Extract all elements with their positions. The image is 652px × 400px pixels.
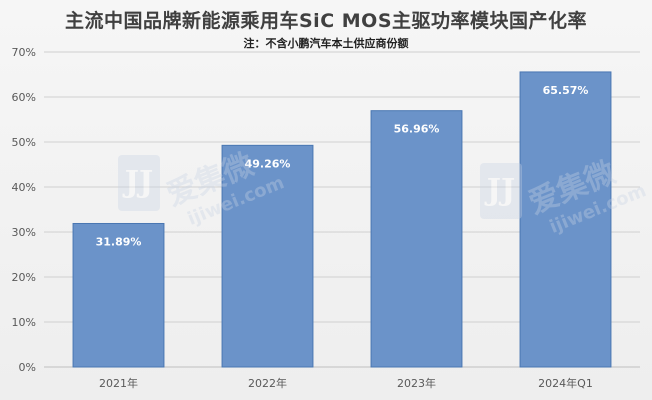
data-label: 56.96%	[394, 123, 440, 136]
data-label: 31.89%	[96, 235, 142, 248]
y-tick-label: 50%	[12, 136, 36, 149]
bar	[519, 71, 612, 368]
y-tick-label: 60%	[12, 91, 36, 104]
y-tick-label: 0%	[19, 361, 36, 374]
y-tick-label: 10%	[12, 316, 36, 329]
x-tick-label: 2022年	[248, 376, 287, 390]
chart-title: 主流中国品牌新能源乘用车SiC MOS主驱功率模块国产化率	[65, 10, 587, 32]
chart-subtitle: 注：不含小鹏汽车本土供应商份额	[243, 37, 409, 50]
bar	[72, 222, 165, 368]
y-tick-label: 70%	[12, 46, 36, 59]
data-label: 65.57%	[543, 84, 589, 97]
x-tick-label: 2024年Q1	[538, 376, 593, 390]
y-tick-label: 30%	[12, 226, 36, 239]
bar	[370, 110, 463, 368]
data-label: 49.26%	[245, 157, 291, 170]
bar	[221, 144, 314, 368]
y-tick-label: 40%	[12, 181, 36, 194]
x-tick-label: 2021年	[99, 376, 138, 390]
x-tick-label: 2023年	[397, 376, 436, 390]
y-tick-label: 20%	[12, 271, 36, 284]
